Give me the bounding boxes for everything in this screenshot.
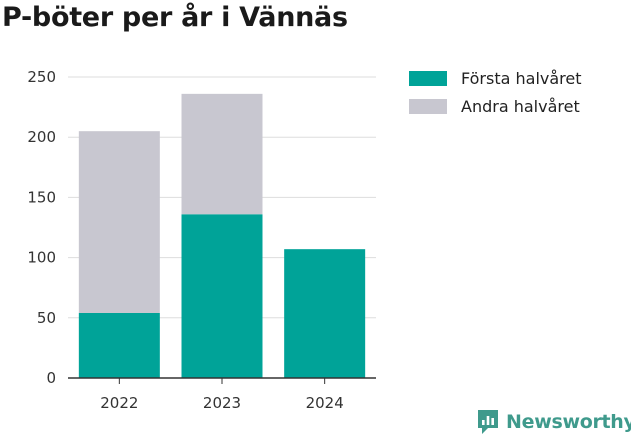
brand-name: Newsworthy xyxy=(506,411,631,433)
bar-2023-series-2 xyxy=(181,93,263,215)
y-tick-label: 0 xyxy=(46,369,56,387)
chart-title: P-böter per år i Vännäs xyxy=(2,2,348,33)
newsworthy-logo-icon xyxy=(478,410,498,434)
bar-2024-series-1 xyxy=(284,249,366,378)
x-axis-tick-labels: 2022 2023 2024 xyxy=(100,378,344,412)
y-tick-label: 200 xyxy=(27,128,56,146)
x-tick-label: 2024 xyxy=(306,394,344,412)
x-tick-label: 2023 xyxy=(203,394,241,412)
legend-label: Första halvåret xyxy=(461,69,582,88)
legend: Första halvåret Andra halvåret xyxy=(409,69,582,116)
bars xyxy=(78,93,366,378)
y-tick-label: 100 xyxy=(27,249,56,267)
y-axis-tick-labels: 0 50 100 150 200 250 xyxy=(27,68,56,387)
legend-label: Andra halvåret xyxy=(461,97,580,116)
y-tick-label: 150 xyxy=(27,188,56,206)
brand: Newsworthy xyxy=(476,408,631,436)
x-tick-label: 2022 xyxy=(100,394,138,412)
bar-2022-series-1 xyxy=(78,312,160,378)
legend-swatch xyxy=(409,71,447,86)
bar-2023-series-1 xyxy=(181,214,263,378)
legend-swatch xyxy=(409,99,447,114)
bar-2022-series-2 xyxy=(78,131,160,313)
y-tick-label: 50 xyxy=(37,309,56,327)
y-tick-label: 250 xyxy=(27,68,56,86)
